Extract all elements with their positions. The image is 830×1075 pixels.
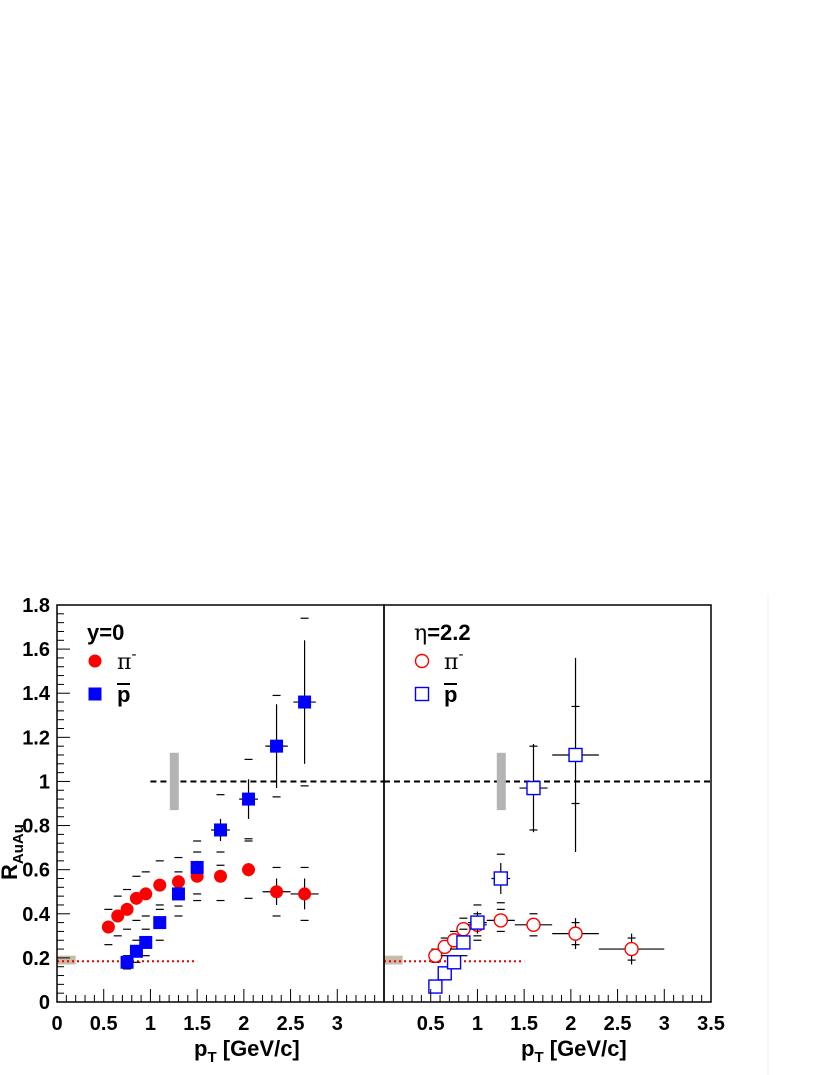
legend-title: y=0 [87,620,124,645]
legend: y=0π-p [87,620,136,707]
data-point [526,780,541,796]
legend-label: p [117,682,130,707]
normalization-box [57,955,76,965]
x-tick-label: 0.5 [417,1013,445,1035]
y-tick-label: 1.6 [22,639,50,661]
scale-uncertainty-band [169,752,179,811]
legend-label-superscript: - [131,646,136,663]
data-point [568,747,583,763]
plot-frame [56,595,769,1075]
y-tick-label: 0 [39,992,50,1014]
x-ticks [65,989,376,1002]
x-axis-title-unit: [GeV/c] [217,1036,300,1061]
data-point [242,792,256,806]
y-tick-label: 0.2 [22,948,50,970]
right-panel-frame [383,604,712,1003]
legend-label-text: p [444,682,457,707]
data-point [437,966,452,981]
data-point [214,823,227,837]
data-point [428,979,443,994]
y-axis-title-subscript: AuAu [10,824,27,864]
series-antiproton [120,617,316,970]
y-tick-label: 1.4 [22,683,51,705]
legend-marker [88,687,102,701]
data-point [298,695,312,709]
y-tick-label: 1 [39,771,50,793]
data-point [270,739,284,753]
legend-label-text: π [444,650,458,675]
data-point [493,913,508,928]
x-tick-label: 2.5 [604,1013,632,1035]
legend-label-superscript: - [458,646,463,663]
x-ticks [392,989,703,1002]
x-axis-title-subscript: T [207,1049,216,1066]
x-tick-label: 2 [238,1013,249,1035]
x-tick-label: 0 [51,1013,62,1035]
legend-title-text: y=0 [87,620,124,645]
y-tick-label: 0.8 [22,816,50,838]
legend-label-text: π [117,650,131,675]
data-point [101,920,115,934]
data-point [171,887,185,901]
data-point [270,885,284,899]
y-tick-label: 0.6 [22,860,50,882]
y-tick-label: 1.8 [22,595,50,617]
data-point [111,909,125,923]
scale-uncertainty-band [496,752,506,811]
data-point [568,926,583,941]
data-point [139,935,153,949]
data-point [139,887,153,901]
legend-label: π- [117,646,136,675]
legend-marker [414,686,430,702]
y-tick-label: 0.4 [22,904,51,926]
x-tick-label: 1 [145,1013,156,1035]
series-pion [101,840,319,946]
y-tick-label: 1.2 [22,727,50,749]
legend-title-symbol: η [414,621,427,646]
legend-marker [88,654,102,668]
data-point [153,916,167,930]
x-tick-label: 2 [565,1013,576,1035]
x-tick-label: 3 [659,1013,670,1035]
data-point [298,887,312,901]
x-axis-title-subscript: T [534,1049,543,1066]
data-point [190,860,204,874]
x-tick-label: 3.5 [697,1013,725,1035]
x-axis-title: pT [GeV/c] [194,1036,300,1066]
data-point [446,955,462,970]
data-point [526,917,541,933]
data-point [242,863,256,877]
x-tick-label: 0.5 [90,1013,118,1035]
legend-title-text: =2.2 [427,620,470,645]
right-panel: 0.5 1 1.5 2 2.5 3 3.5pT [GeV/c]η=2.2π-p [384,620,725,1066]
x-axis-title: pT [GeV/c] [521,1036,627,1066]
legend-label-text: p [117,682,130,707]
x-tick-label: 2.5 [277,1013,305,1035]
data-point [493,871,508,886]
y-ticks [57,613,70,994]
data-point [153,878,167,892]
left-panel-frame [56,604,385,1003]
legend-label: p [444,682,457,707]
x-tick-label: 1.5 [183,1013,211,1035]
data-point [120,955,134,969]
data-point [120,902,134,916]
series-antiproton [428,657,599,994]
normalization-box [384,955,403,965]
legend: η=2.2π-p [414,620,471,707]
x-tick-label: 1.5 [510,1013,538,1035]
legend-marker [414,653,430,669]
x-axis-title-unit: [GeV/c] [544,1036,627,1061]
x-tick-label: 3 [332,1013,343,1035]
x-tick-label: 1 [472,1013,483,1035]
data-point [214,869,227,883]
data-point [470,915,485,930]
data-point [456,935,471,950]
data-point [624,941,639,957]
data-point [171,875,185,889]
series-pion [428,908,665,965]
legend-label: π- [444,646,463,675]
legend-title: η=2.2 [414,620,471,646]
